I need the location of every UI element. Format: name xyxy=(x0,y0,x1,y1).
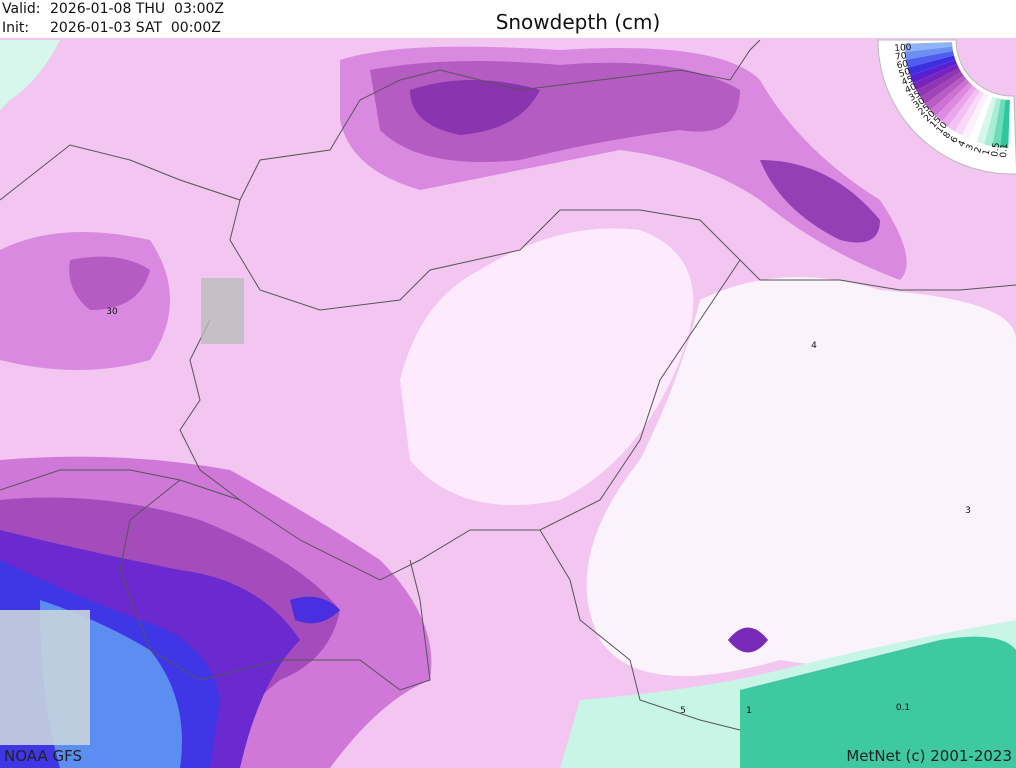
header-band xyxy=(0,0,1016,38)
map-value-label: 3 xyxy=(965,506,971,516)
legend-label: 2 xyxy=(973,146,984,154)
legend-label: 60 xyxy=(896,59,910,71)
purple-area xyxy=(69,256,150,310)
source-label: NOAA GFS xyxy=(4,747,82,765)
dark-spot xyxy=(728,627,768,653)
legend-swatch xyxy=(984,97,1001,147)
legend-swatch xyxy=(925,75,967,111)
legend-swatch xyxy=(976,96,997,145)
light-area xyxy=(400,228,694,505)
legend-swatch xyxy=(904,42,953,52)
legend-swatch xyxy=(1000,99,1010,148)
legend-swatch xyxy=(912,63,959,91)
legend-swatch xyxy=(904,46,954,60)
valid-label: Valid: xyxy=(2,1,40,17)
legend-swatch xyxy=(961,93,989,140)
border-line xyxy=(0,144,1016,311)
legend-label: 3 xyxy=(965,143,976,152)
legend-swatch xyxy=(930,79,970,117)
map-labels: 30 4 3 5 1 0.1 xyxy=(106,307,971,716)
legend-swatch xyxy=(947,88,981,132)
legend-swatch xyxy=(992,98,1006,148)
map-value-label: 30 xyxy=(106,307,118,317)
legend-label: 0.1 xyxy=(999,143,1010,158)
legend-swatch xyxy=(910,59,957,84)
legend-label: 35 xyxy=(908,89,923,103)
legend-label: 6 xyxy=(949,135,961,145)
legend-swatch xyxy=(920,71,964,105)
border-line xyxy=(239,39,761,201)
map-value-label: 0.1 xyxy=(896,703,910,713)
light-area xyxy=(586,277,1016,676)
legend-swatch xyxy=(968,95,993,142)
legend-label: 8 xyxy=(942,130,954,141)
pale-green-area xyxy=(0,40,60,110)
legend-swatch xyxy=(905,51,955,68)
map xyxy=(0,38,1016,768)
borders xyxy=(0,39,1016,731)
legend-label: 0.5 xyxy=(990,142,1002,158)
legend-label: 70 xyxy=(895,51,908,63)
blue-spot xyxy=(290,596,340,624)
legend-label: 50 xyxy=(898,67,912,80)
init-label: Init: xyxy=(2,20,29,36)
map-value-label: 4 xyxy=(811,341,817,351)
legend-label: 1 xyxy=(982,149,993,157)
map-value-label: 1 xyxy=(746,706,752,716)
legend-swatch xyxy=(907,55,956,76)
legend-label: 40 xyxy=(904,82,919,96)
border-line xyxy=(0,469,741,731)
legend-swatch xyxy=(941,85,977,127)
init-time: 2026-01-03 SAT 00:00Z xyxy=(50,20,221,36)
coast-inset xyxy=(0,610,90,745)
legend-swatch xyxy=(916,67,962,98)
legend-label: 4 xyxy=(957,139,969,149)
legend-label: 45 xyxy=(900,75,914,88)
dark-purple-area xyxy=(760,160,880,243)
green-area xyxy=(740,636,1016,768)
map-value-label: 5 xyxy=(680,706,686,716)
valid-time: 2026-01-08 THU 03:00Z xyxy=(50,1,224,17)
dark-purple-area xyxy=(410,80,540,135)
lake-inset xyxy=(201,278,244,344)
copyright: MetNet (c) 2001-2023 xyxy=(846,747,1012,765)
legend-swatch xyxy=(935,82,973,122)
map-title: Snowdepth (cm) xyxy=(496,10,661,34)
legend-label: 100 xyxy=(894,43,912,54)
border-line xyxy=(179,259,741,581)
legend-swatch xyxy=(954,90,985,136)
